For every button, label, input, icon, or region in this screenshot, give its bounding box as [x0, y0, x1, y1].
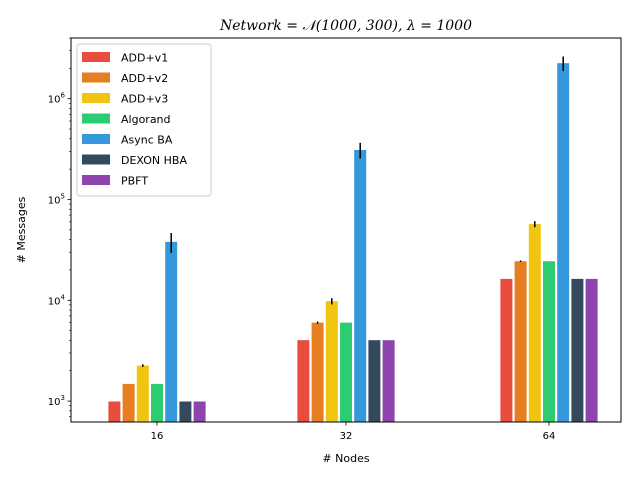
- bar: [500, 278, 513, 422]
- plot-frame: [70, 37, 622, 423]
- bar: [368, 340, 381, 422]
- bar: [311, 322, 324, 422]
- bar: [108, 401, 121, 422]
- legend-label: Algorand: [121, 113, 171, 126]
- bar: [543, 261, 555, 422]
- y-tick-base: 10: [48, 296, 61, 307]
- legend-swatch: [82, 175, 110, 185]
- y-tick-exponent: 6: [61, 92, 66, 100]
- bar: [514, 261, 527, 422]
- bar: [528, 224, 541, 422]
- bar: [571, 278, 584, 422]
- legend-swatch: [82, 72, 110, 83]
- y-tick-label: 104: [48, 293, 66, 307]
- x-tick-label: 64: [543, 431, 556, 442]
- x-tick-label: 32: [340, 431, 353, 442]
- legend: ADD+v1 ADD+v2 ADD+v3 Algorand Async BA DEXON …: [76, 43, 212, 197]
- legend-swatch: [82, 93, 110, 103]
- x-axis-label: # Nodes: [322, 452, 369, 465]
- bar: [325, 301, 338, 422]
- y-tick-base: 10: [48, 95, 61, 106]
- legend-label: ADD+v2: [121, 72, 168, 85]
- bar: [151, 383, 163, 422]
- x-tick-label: 16: [151, 431, 164, 442]
- bar: [557, 63, 570, 422]
- y-tick-base: 10: [48, 195, 61, 206]
- bar: [340, 322, 352, 422]
- y-tick-label: 105: [48, 192, 65, 206]
- bar: [297, 340, 310, 422]
- x-axis: 16 32 64: [151, 422, 556, 442]
- y-tick-label: 103: [48, 394, 65, 408]
- legend-label: Async BA: [121, 134, 173, 147]
- bar: [382, 340, 395, 422]
- legend-swatch: [82, 52, 110, 62]
- y-tick-exponent: 3: [61, 394, 65, 402]
- legend-label: PBFT: [121, 175, 148, 188]
- error-bars-layer: [142, 56, 564, 367]
- legend-label: ADD+v1: [121, 52, 168, 65]
- y-tick-exponent: 5: [61, 192, 65, 200]
- legend-label: DEXON HBA: [121, 154, 187, 167]
- legend-swatch: [82, 113, 110, 124]
- bar: [165, 241, 178, 422]
- legend-swatch: [82, 134, 110, 144]
- bar: [354, 149, 367, 422]
- legend-frame: [76, 43, 212, 197]
- bars-layer: [108, 63, 598, 422]
- bar: [585, 278, 598, 422]
- bar: [122, 383, 135, 422]
- bar: [136, 365, 149, 422]
- y-tick-label: 106: [48, 92, 66, 106]
- y-tick-base: 10: [48, 397, 61, 408]
- bar: [179, 401, 192, 422]
- legend-swatch: [82, 154, 110, 165]
- chart-title: Network = 𝒩(1000, 300), λ = 1000: [219, 18, 472, 34]
- legend-label: ADD+v3: [121, 93, 168, 106]
- y-tick-exponent: 4: [61, 293, 66, 301]
- bar: [193, 401, 206, 422]
- y-axis-label: # Messages: [15, 196, 28, 263]
